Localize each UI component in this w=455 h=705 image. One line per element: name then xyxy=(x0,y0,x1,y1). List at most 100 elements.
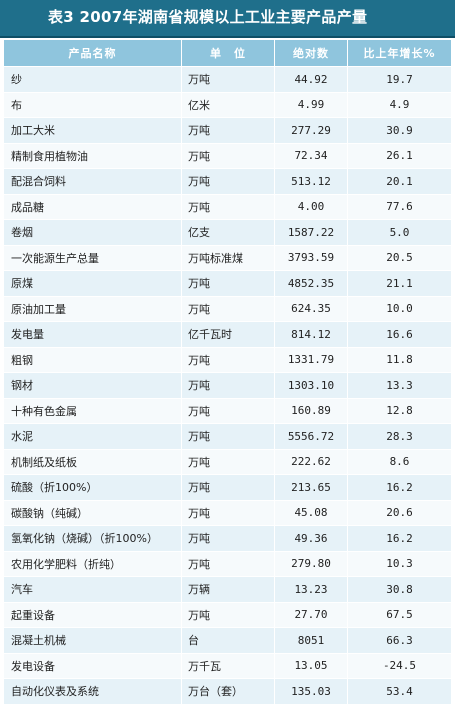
absolute-value-cell: 13.05 xyxy=(275,653,348,679)
table-header: 产品名称 单 位 绝对数 比上年增长% xyxy=(4,40,451,67)
table-row: 粗钢 万吨 1331.79 11.8 xyxy=(4,347,451,373)
header-unit: 单 位 xyxy=(182,40,275,67)
product-name-cell: 发电量 xyxy=(4,322,182,348)
product-name-cell: 配混合饲料 xyxy=(4,169,182,195)
product-name-cell: 纱 xyxy=(4,67,182,93)
table-row: 精制食用植物油 万吨 72.34 26.1 xyxy=(4,143,451,169)
absolute-value-cell: 45.08 xyxy=(275,500,348,526)
growth-cell: 28.3 xyxy=(348,424,451,450)
product-name-cell: 卷烟 xyxy=(4,220,182,246)
unit-cell: 万吨 xyxy=(182,143,275,169)
absolute-value-cell: 49.36 xyxy=(275,526,348,552)
table-row: 钢材 万吨 1303.10 13.3 xyxy=(4,373,451,399)
absolute-value-cell: 277.29 xyxy=(275,118,348,144)
table-row: 加工大米 万吨 277.29 30.9 xyxy=(4,118,451,144)
growth-cell: 4.9 xyxy=(348,92,451,118)
header-growth: 比上年增长% xyxy=(348,40,451,67)
absolute-value-cell: 44.92 xyxy=(275,67,348,93)
table-row: 原油加工量 万吨 624.35 10.0 xyxy=(4,296,451,322)
unit-cell: 万吨 xyxy=(182,67,275,93)
product-name-cell: 原油加工量 xyxy=(4,296,182,322)
unit-cell: 万吨 xyxy=(182,194,275,220)
unit-cell: 万吨 xyxy=(182,500,275,526)
unit-cell: 万吨 xyxy=(182,424,275,450)
unit-cell: 万吨 xyxy=(182,475,275,501)
absolute-value-cell: 160.89 xyxy=(275,398,348,424)
table-row: 十种有色金属 万吨 160.89 12.8 xyxy=(4,398,451,424)
table-row: 成品糖 万吨 4.00 77.6 xyxy=(4,194,451,220)
table-row: 水泥 万吨 5556.72 28.3 xyxy=(4,424,451,450)
unit-cell: 万辆 xyxy=(182,577,275,603)
header-product-name: 产品名称 xyxy=(4,40,182,67)
unit-cell: 万台（套） xyxy=(182,679,275,705)
production-table: 产品名称 单 位 绝对数 比上年增长% 纱万吨 44.92 19.7 布亿米 4.99 4… xyxy=(4,40,451,705)
absolute-value-cell: 27.70 xyxy=(275,602,348,628)
growth-cell: 16.6 xyxy=(348,322,451,348)
table-row: 氢氧化钠（烧碱）（折100%） 万吨 49.36 16.2 xyxy=(4,526,451,552)
unit-cell: 万吨 xyxy=(182,526,275,552)
unit-cell: 万吨 xyxy=(182,118,275,144)
unit-cell: 万吨 xyxy=(182,373,275,399)
product-name-cell: 农用化学肥料（折纯） xyxy=(4,551,182,577)
unit-cell: 万吨 xyxy=(182,449,275,475)
product-name-cell: 混凝土机械 xyxy=(4,628,182,654)
table-row: 碳酸钠（纯碱） 万吨 45.08 20.6 xyxy=(4,500,451,526)
absolute-value-cell: 72.34 xyxy=(275,143,348,169)
table-row: 农用化学肥料（折纯） 万吨 279.80 10.3 xyxy=(4,551,451,577)
table-row: 起重设备 万吨 27.70 67.5 xyxy=(4,602,451,628)
growth-cell: 10.3 xyxy=(348,551,451,577)
growth-cell: 20.6 xyxy=(348,500,451,526)
unit-cell: 万吨标准煤 xyxy=(182,245,275,271)
growth-cell: 19.7 xyxy=(348,67,451,93)
title-bar: 表3 2007年湖南省规模以上工业主要产品产量 xyxy=(0,0,455,38)
absolute-value-cell: 4.00 xyxy=(275,194,348,220)
growth-cell: 10.0 xyxy=(348,296,451,322)
product-name-cell: 硫酸（折100%） xyxy=(4,475,182,501)
growth-cell: 13.3 xyxy=(348,373,451,399)
product-name-cell: 汽车 xyxy=(4,577,182,603)
growth-cell: 12.8 xyxy=(348,398,451,424)
growth-cell: 16.2 xyxy=(348,475,451,501)
product-name-cell: 布 xyxy=(4,92,182,118)
growth-cell: 8.6 xyxy=(348,449,451,475)
table-row: 自动化仪表及系统 万台（套） 135.03 53.4 xyxy=(4,679,451,705)
absolute-value-cell: 135.03 xyxy=(275,679,348,705)
table-row: 汽车 万辆 13.23 30.8 xyxy=(4,577,451,603)
product-name-cell: 起重设备 xyxy=(4,602,182,628)
unit-cell: 万吨 xyxy=(182,296,275,322)
growth-cell: -24.5 xyxy=(348,653,451,679)
absolute-value-cell: 513.12 xyxy=(275,169,348,195)
table-row: 一次能源生产总量 万吨标准煤 3793.59 20.5 xyxy=(4,245,451,271)
table-row: 发电量 亿千瓦时 814.12 16.6 xyxy=(4,322,451,348)
unit-cell: 万吨 xyxy=(182,169,275,195)
unit-cell: 亿米 xyxy=(182,92,275,118)
table-body: 纱万吨 44.92 19.7 布亿米 4.99 4.9 加工大米 万吨 277.29 30.9 精制… xyxy=(4,67,451,705)
growth-cell: 53.4 xyxy=(348,679,451,705)
product-name-cell: 钢材 xyxy=(4,373,182,399)
product-name-cell: 发电设备 xyxy=(4,653,182,679)
unit-cell: 台 xyxy=(182,628,275,654)
unit-cell: 万吨 xyxy=(182,347,275,373)
unit-cell: 万千瓦 xyxy=(182,653,275,679)
unit-cell: 万吨 xyxy=(182,398,275,424)
growth-cell: 16.2 xyxy=(348,526,451,552)
absolute-value-cell: 222.62 xyxy=(275,449,348,475)
table-row: 纱万吨 44.92 19.7 xyxy=(4,67,451,93)
absolute-value-cell: 814.12 xyxy=(275,322,348,348)
growth-cell: 11.8 xyxy=(348,347,451,373)
growth-cell: 20.1 xyxy=(348,169,451,195)
absolute-value-cell: 5556.72 xyxy=(275,424,348,450)
product-name-cell: 水泥 xyxy=(4,424,182,450)
absolute-value-cell: 1587.22 xyxy=(275,220,348,246)
absolute-value-cell: 1331.79 xyxy=(275,347,348,373)
absolute-value-cell: 624.35 xyxy=(275,296,348,322)
product-name-cell: 粗钢 xyxy=(4,347,182,373)
page-title: 表3 2007年湖南省规模以上工业主要产品产量 xyxy=(48,8,368,26)
growth-cell: 21.1 xyxy=(348,271,451,297)
table-row: 配混合饲料 万吨 513.12 20.1 xyxy=(4,169,451,195)
absolute-value-cell: 3793.59 xyxy=(275,245,348,271)
absolute-value-cell: 13.23 xyxy=(275,577,348,603)
table-row: 硫酸（折100%） 万吨 213.65 16.2 xyxy=(4,475,451,501)
product-name-cell: 加工大米 xyxy=(4,118,182,144)
